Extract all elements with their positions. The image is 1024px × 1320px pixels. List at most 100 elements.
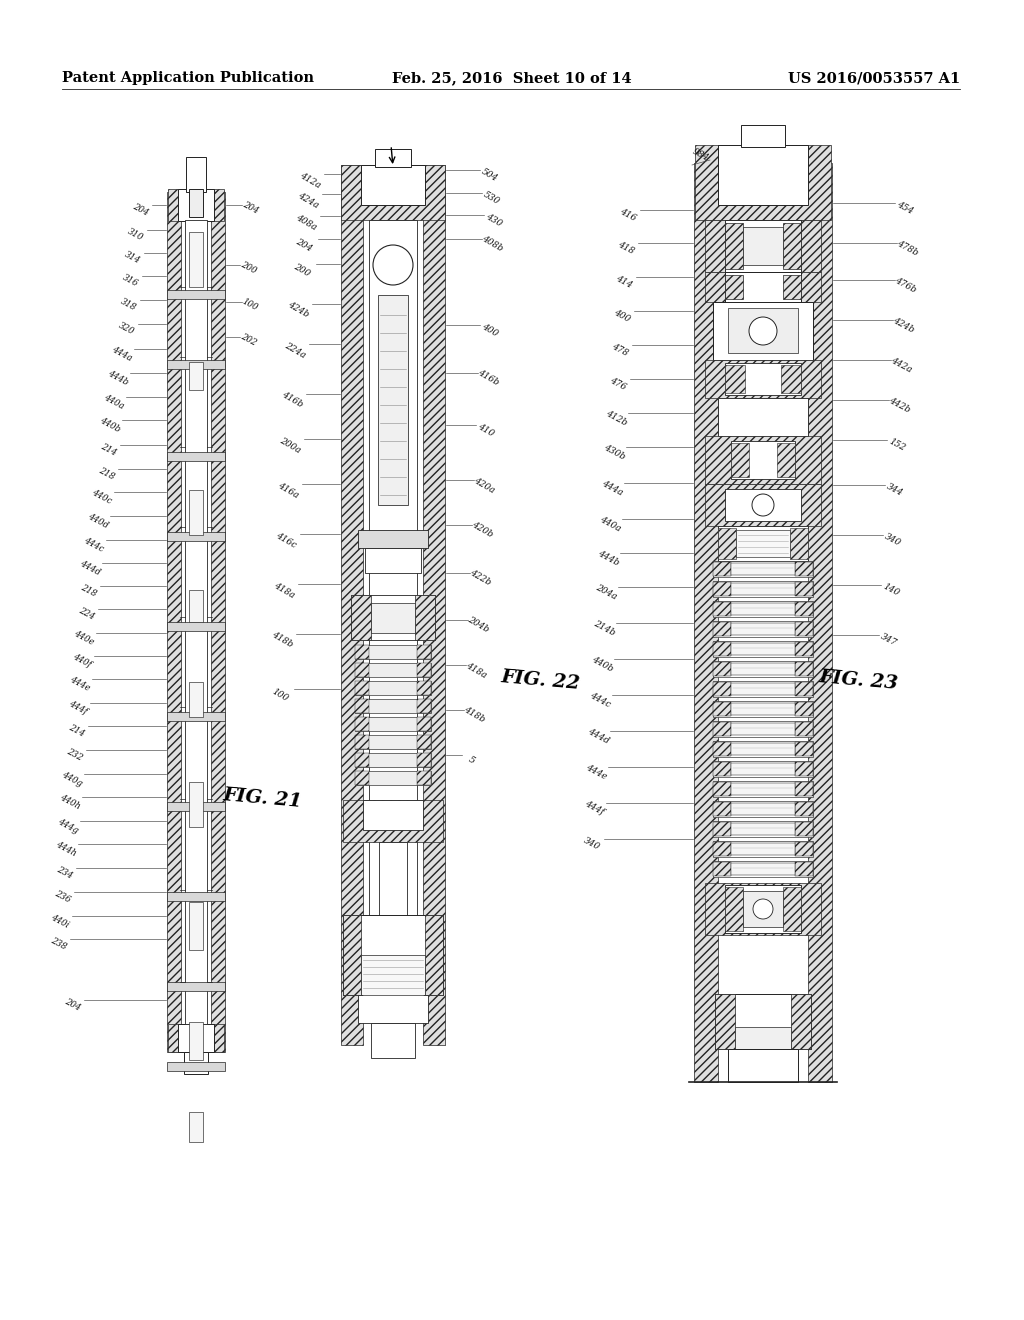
Text: 214: 214 <box>67 723 85 739</box>
Text: 444d: 444d <box>586 726 610 746</box>
Bar <box>728 308 798 352</box>
Bar <box>795 781 813 796</box>
Text: 440a: 440a <box>598 515 623 533</box>
Bar <box>795 702 813 715</box>
Text: 444h: 444h <box>54 840 78 858</box>
Bar <box>355 752 369 767</box>
Bar <box>736 531 790 557</box>
Text: 200a: 200a <box>278 436 302 454</box>
Text: 442a: 442a <box>889 355 913 375</box>
Bar <box>731 643 795 655</box>
Bar <box>715 994 735 1049</box>
Bar <box>343 915 361 995</box>
Bar <box>705 484 821 525</box>
Bar <box>355 735 431 748</box>
Text: 444c: 444c <box>83 536 105 554</box>
Text: 316: 316 <box>121 273 139 289</box>
Text: 204: 204 <box>294 236 313 253</box>
Bar <box>795 862 813 876</box>
Bar <box>795 602 813 616</box>
Text: Patent Application Publication: Patent Application Publication <box>62 71 314 84</box>
Text: 236: 236 <box>52 890 72 904</box>
Bar <box>713 601 813 616</box>
Bar <box>355 700 369 713</box>
Bar <box>713 620 813 638</box>
Bar <box>713 862 731 876</box>
Bar <box>795 842 813 855</box>
Bar <box>713 581 813 597</box>
Text: 418b: 418b <box>269 631 294 649</box>
Bar <box>795 742 813 756</box>
Text: US 2016/0053557 A1: US 2016/0053557 A1 <box>787 71 961 84</box>
Bar <box>743 227 783 265</box>
Text: 478b: 478b <box>895 239 920 257</box>
Text: 440f: 440f <box>72 652 93 669</box>
Bar <box>371 603 415 634</box>
Bar <box>713 702 731 715</box>
Text: 200: 200 <box>292 261 311 279</box>
Bar <box>731 704 795 715</box>
Bar <box>725 887 743 931</box>
Bar <box>718 399 808 436</box>
Text: 416c: 416c <box>274 531 298 549</box>
Bar <box>167 622 225 631</box>
Text: 440i: 440i <box>49 912 71 929</box>
Bar <box>715 994 811 1049</box>
Circle shape <box>752 494 774 516</box>
Text: 218: 218 <box>96 466 116 482</box>
Text: 418b: 418b <box>462 705 486 725</box>
Bar <box>781 366 801 393</box>
Text: 430b: 430b <box>602 442 627 462</box>
Bar <box>731 763 795 775</box>
Bar <box>713 722 731 737</box>
Text: 984: 984 <box>690 147 710 164</box>
Text: 310: 310 <box>126 227 144 243</box>
Text: 440c: 440c <box>90 488 114 506</box>
Bar <box>351 595 435 640</box>
Bar <box>731 441 795 479</box>
Text: 478: 478 <box>610 342 630 358</box>
Text: 430: 430 <box>484 211 504 228</box>
Bar <box>355 645 431 659</box>
Text: 444c: 444c <box>588 690 612 709</box>
Bar <box>189 362 203 389</box>
Text: 340: 340 <box>583 836 602 851</box>
Bar <box>713 302 813 360</box>
Text: 418a: 418a <box>464 660 488 680</box>
Bar <box>362 800 423 830</box>
Bar <box>355 681 431 696</box>
Bar <box>795 622 813 636</box>
Bar <box>713 663 731 676</box>
Bar <box>341 165 445 220</box>
Bar <box>379 842 407 982</box>
Bar <box>713 801 813 817</box>
Bar <box>378 294 408 506</box>
Bar <box>718 145 808 205</box>
Bar <box>705 220 821 272</box>
Bar <box>695 145 831 220</box>
Bar <box>728 1049 798 1082</box>
Text: 340: 340 <box>884 532 903 548</box>
Bar <box>713 602 731 616</box>
Bar <box>189 1111 203 1142</box>
Bar <box>355 663 369 677</box>
Text: 204: 204 <box>62 997 81 1012</box>
Text: 440b: 440b <box>98 416 122 434</box>
Text: 414: 414 <box>614 275 634 290</box>
Bar <box>725 223 743 269</box>
Bar <box>731 743 795 755</box>
Bar <box>713 742 731 756</box>
Bar <box>168 1024 224 1052</box>
Bar <box>731 803 795 814</box>
Text: 444a: 444a <box>600 479 624 498</box>
Text: 238: 238 <box>48 936 68 952</box>
Bar <box>713 803 731 816</box>
Bar <box>355 717 431 731</box>
Bar <box>375 149 411 168</box>
Bar <box>725 366 745 393</box>
Text: 218: 218 <box>79 583 97 599</box>
Text: FIG. 22: FIG. 22 <box>500 668 581 693</box>
Bar <box>731 843 795 855</box>
Text: 408a: 408a <box>294 213 318 231</box>
Bar <box>705 883 821 935</box>
